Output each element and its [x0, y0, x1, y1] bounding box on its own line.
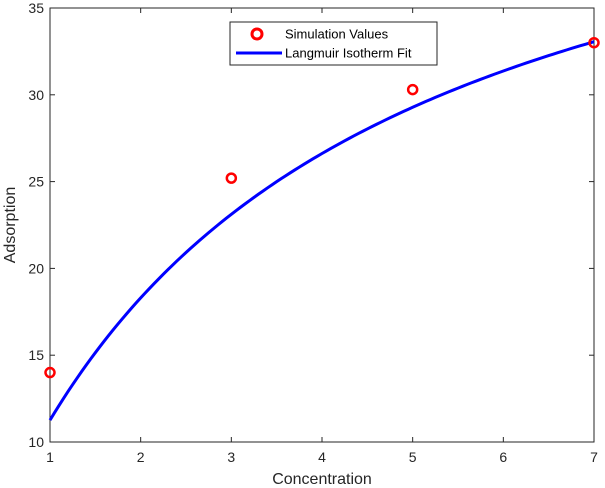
plot-area — [49, 7, 595, 443]
x-tick-label: 1 — [46, 449, 54, 465]
x-tick-label: 3 — [227, 449, 235, 465]
simulation-point — [44, 366, 56, 379]
x-tick-label: 5 — [409, 449, 417, 465]
legend-label-langmuir-fit: Langmuir Isotherm Fit — [285, 46, 412, 61]
langmuir-fit-line — [48, 40, 595, 421]
y-axis-title: Adsorption — [2, 187, 19, 264]
x-axis-ticks: 1 2 3 4 5 6 7 — [46, 8, 598, 465]
legend-box — [229, 21, 438, 66]
simulation-point — [406, 83, 419, 96]
legend-marker-simulation-values — [250, 27, 264, 41]
legend: Simulation Values Langmuir Isotherm Fit — [229, 21, 438, 66]
y-tick-label: 10 — [28, 434, 44, 450]
legend-label-simulation-values: Simulation Values — [285, 27, 389, 42]
y-tick-label: 35 — [28, 0, 44, 16]
series-layer — [44, 36, 600, 421]
x-tick-label: 7 — [590, 449, 598, 465]
x-axis-title: Concentration — [272, 471, 372, 488]
y-axis-ticks: 10 15 20 25 30 35 — [28, 0, 594, 450]
x-tick-label: 2 — [137, 449, 145, 465]
y-tick-label: 20 — [28, 260, 44, 276]
y-tick-label: 15 — [28, 347, 44, 363]
y-tick-label: 30 — [28, 87, 44, 103]
simulation-point — [225, 172, 238, 184]
x-tick-label: 6 — [499, 449, 507, 465]
simulation-point — [588, 36, 600, 49]
x-tick-label: 4 — [318, 449, 326, 465]
y-tick-label: 25 — [28, 174, 44, 190]
